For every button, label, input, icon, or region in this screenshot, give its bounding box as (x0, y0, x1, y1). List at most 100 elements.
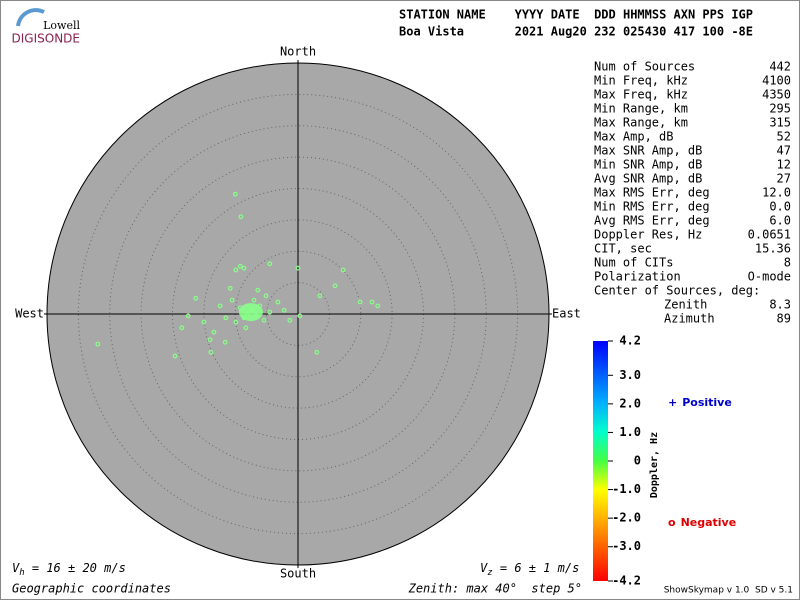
source-point (263, 293, 269, 299)
source-point (201, 319, 207, 325)
stat-value: 295 (769, 102, 791, 116)
stat-label: Min Freq, kHz (594, 74, 688, 88)
source-point (340, 267, 346, 273)
velocity-text: = 6 ± 1 m/s (493, 561, 580, 575)
stat-label: Num of CITs (594, 256, 673, 270)
source-point (237, 263, 243, 269)
coords-note: Geographic coordinates (12, 582, 171, 596)
source-point (227, 285, 233, 291)
stat-label: Max RMS Err, deg (594, 186, 710, 200)
logo-top: Lowell (43, 19, 80, 32)
stat-label: Max SNR Amp, dB (594, 144, 702, 158)
source-point (211, 329, 217, 335)
source-point (281, 307, 287, 313)
source-point (223, 315, 229, 321)
colorbar-tick-label: 4.2 (619, 334, 641, 348)
stat-label: Max Freq, kHz (594, 88, 688, 102)
center-value: 89 (777, 312, 791, 326)
source-point (208, 349, 214, 355)
velocity-text: = 16 ± 20 m/s (25, 561, 126, 575)
dir-north: North (280, 45, 316, 59)
center-label: Azimuth (664, 312, 715, 326)
source-point (375, 303, 381, 309)
source-point (255, 287, 261, 293)
source-point (357, 299, 363, 305)
source-point (233, 267, 239, 273)
zenith-note: Zenith: max 40° step 5° (408, 582, 582, 596)
stat-value: 12 (777, 158, 791, 172)
stat-label: Min Range, km (594, 102, 688, 116)
stat-value: 12.0 (762, 186, 791, 200)
source-point (229, 297, 235, 303)
source-point (185, 313, 191, 319)
stat-value: 315 (769, 116, 791, 130)
stat-value: 0.0 (769, 200, 791, 214)
velocity-vz: Vz = 6 ± 1 m/s (480, 561, 579, 578)
dir-south: South (280, 567, 316, 581)
legend-symbol: o (668, 516, 676, 529)
legend-symbol: + (668, 396, 677, 409)
colorbar (593, 341, 608, 581)
colorbar-label: Doppler, Hz (649, 432, 660, 498)
cluster-core (238, 303, 263, 322)
legend-positive: + Positive (668, 396, 732, 409)
stat-value: 0.0651 (748, 228, 791, 242)
center-title: Center of Sources, deg: (594, 284, 760, 298)
source-point (267, 309, 273, 315)
logo-bottom: DIGISONDE (12, 32, 80, 46)
source-point (238, 214, 244, 220)
colorbar-tick-label: 0 (634, 454, 641, 468)
stat-label: CIT, sec (594, 242, 652, 256)
stat-label: Max Range, km (594, 116, 688, 130)
stat-value: 6.0 (769, 214, 791, 228)
header-line: Boa Vista 2021 Aug20 232 025430 417 100 … (399, 25, 753, 39)
source-point (297, 313, 303, 319)
legend-text: Negative (681, 516, 737, 529)
source-point (207, 337, 213, 343)
stat-value: 8 (784, 256, 791, 270)
source-point (233, 319, 239, 325)
stat-label: Avg RMS Err, deg (594, 214, 710, 228)
stat-value: 442 (769, 60, 791, 74)
stat-value: 4100 (762, 74, 791, 88)
source-point (332, 283, 338, 289)
stat-value: 15.36 (755, 242, 791, 256)
source-point (217, 303, 223, 309)
stat-label: Avg SNR Amp, dB (594, 172, 702, 186)
center-label: Zenith (664, 298, 707, 312)
source-point (241, 265, 247, 271)
velocity-sub: h (19, 568, 24, 578)
velocity-vh: Vh = 16 ± 20 m/s (12, 561, 126, 578)
source-point (172, 353, 178, 359)
dir-east: East (552, 307, 581, 321)
source-point (179, 325, 185, 331)
stat-label: Polarization (594, 270, 681, 284)
source-point (222, 339, 228, 345)
source-point (317, 293, 323, 299)
legend-text: Positive (682, 396, 732, 409)
colorbar-tick-label: 2.0 (619, 396, 641, 410)
stat-label: Doppler Res, Hz (594, 228, 702, 242)
logo-arc (16, 8, 45, 27)
source-point (369, 299, 375, 305)
dir-west: West (15, 307, 44, 321)
source-point (193, 295, 199, 301)
colorbar-tick-label: -2.0 (612, 511, 641, 525)
stat-label: Max Amp, dB (594, 130, 673, 144)
velocity-sub: z (487, 568, 492, 578)
stat-value: 27 (777, 172, 791, 186)
colorbar-tick-label: -1.0 (612, 482, 641, 496)
source-point (251, 297, 257, 303)
source-point (243, 325, 249, 331)
velocity-symbol: V (480, 561, 488, 575)
center-value: 8.3 (769, 298, 791, 312)
stat-value: 52 (777, 130, 791, 144)
header-line: STATION NAME YYYY DATE DDD HHMMSS AXN PP… (399, 8, 753, 22)
stat-label: Num of Sources (594, 60, 695, 74)
colorbar-tick-label: -3.0 (612, 539, 641, 553)
colorbar-tick-label: -4.2 (612, 574, 641, 588)
source-point (314, 349, 320, 355)
colorbar-tick-label: 3.0 (619, 368, 641, 382)
source-point (232, 191, 238, 197)
source-point (267, 261, 273, 267)
